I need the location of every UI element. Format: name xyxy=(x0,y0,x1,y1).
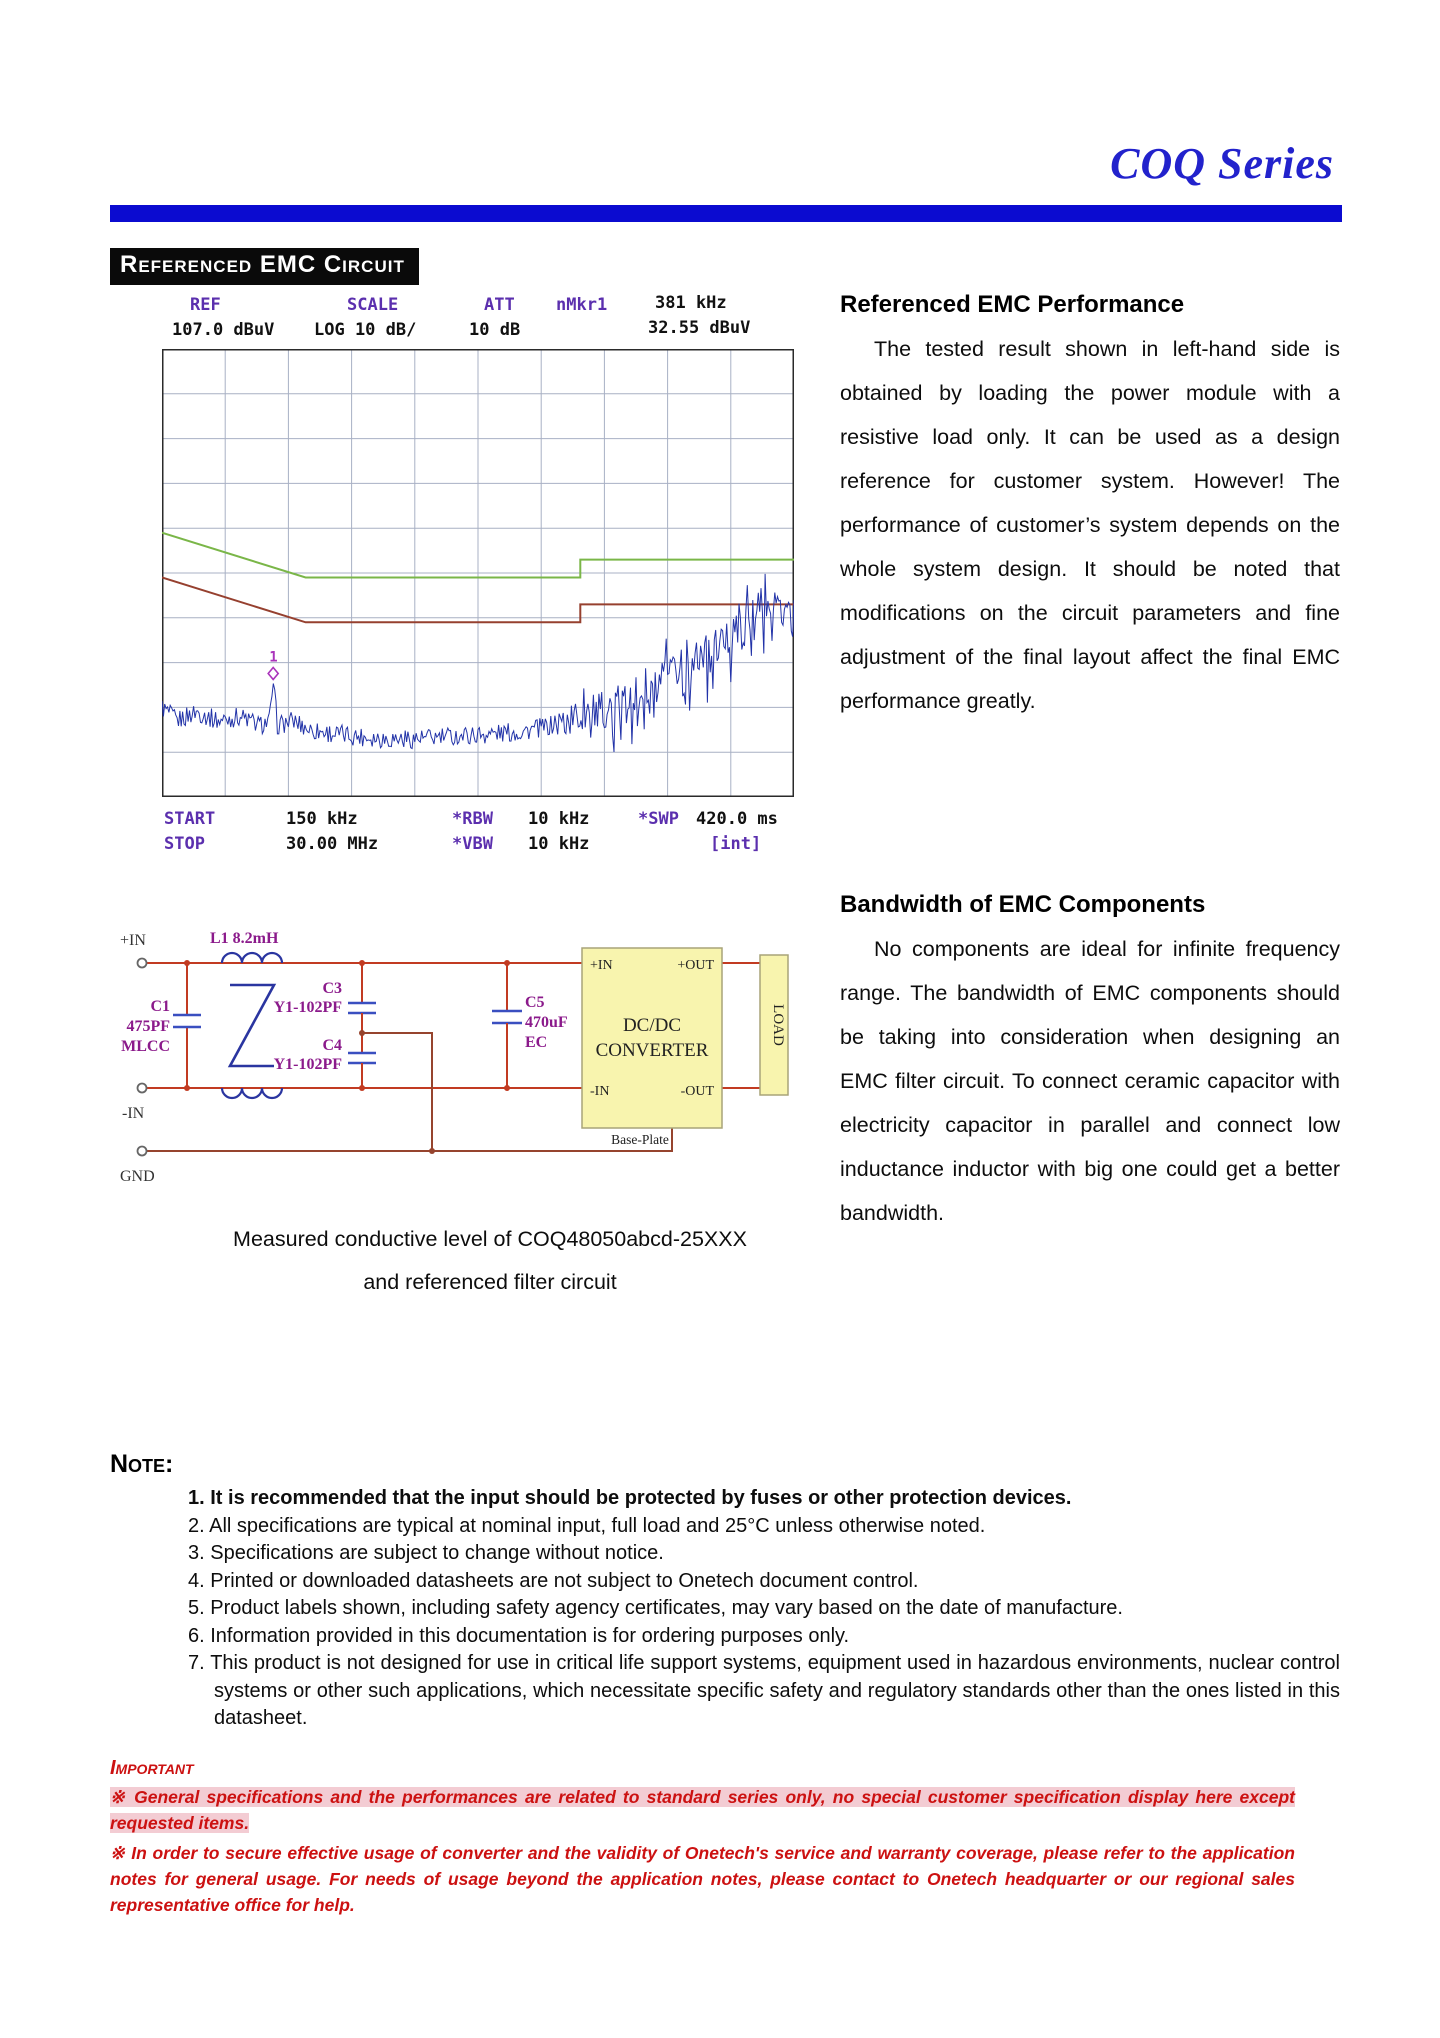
pin-label-out-neg: -OUT xyxy=(681,1084,715,1099)
emc-filter-schematic: +IN -IN GND L1 8.2mH C1 475PF MLCC C3 Y1… xyxy=(120,930,789,1185)
label-c1: C1 xyxy=(150,998,170,1015)
junction-dot xyxy=(359,960,365,966)
emc-performance-section: Referenced EMC Performance The tested re… xyxy=(840,291,1340,723)
chart-int-label: [int] xyxy=(710,834,762,854)
junction-dot xyxy=(429,1148,435,1154)
choke-core-symbol xyxy=(227,983,277,1068)
note-item-4: 4. Printed or downloaded datasheets are … xyxy=(188,1569,919,1592)
average-limit-trace xyxy=(162,576,794,624)
header-rule xyxy=(110,205,1342,222)
chart-ref-label: REF xyxy=(190,295,221,315)
terminal-gnd xyxy=(136,1145,148,1157)
junction-dot xyxy=(504,1085,510,1091)
label-c1-type: MLCC xyxy=(121,1038,170,1055)
note-item-1: 1. It is recommended that the input shou… xyxy=(188,1487,1072,1509)
note-title: Note: xyxy=(110,1450,174,1478)
junction-dot xyxy=(184,960,190,966)
important-title: Important xyxy=(110,1757,194,1779)
bandwidth-section: Bandwidth of EMC Components No component… xyxy=(840,891,1340,1235)
pin-label-in-pos: +IN xyxy=(590,958,613,973)
caption-line-1: Measured conductive level of COQ48050abc… xyxy=(233,1227,747,1251)
converter-label-1: DC/DC xyxy=(623,1015,681,1036)
label-minus-in: -IN xyxy=(122,1105,145,1122)
chart-start-value: 150 kHz xyxy=(286,809,358,829)
pin-label-out-pos: +OUT xyxy=(677,958,714,973)
marker-1-number: 1 xyxy=(269,650,277,666)
emc-chart: REF SCALE ATT nMkr1 381 kHz 107.0 dBuV L… xyxy=(150,293,812,871)
junction-dot xyxy=(359,1085,365,1091)
note-item-2: 2. All specifications are typical at nom… xyxy=(188,1514,986,1537)
label-c4: C4 xyxy=(322,1037,342,1054)
bandwidth-title: Bandwidth of EMC Components xyxy=(840,891,1206,918)
label-l1: L1 8.2mH xyxy=(210,930,279,947)
chart-marker-freq: 381 kHz xyxy=(655,293,727,313)
emc-spectrum-plot: 1 xyxy=(162,349,794,797)
chart-scale-label: SCALE xyxy=(347,295,399,315)
important-paragraph-2-text: ※ In order to secure effective usage of … xyxy=(110,1843,1295,1915)
circuit-caption: Measured conductive level of COQ48050abc… xyxy=(110,1218,870,1304)
dcdc-converter-box xyxy=(581,947,723,1129)
chart-rbw-label: *RBW xyxy=(452,809,493,829)
terminal-minus-in xyxy=(136,1082,148,1094)
note-section: Note: 1. It is recommended that the inpu… xyxy=(110,1450,1350,1733)
chart-rbw-value: 10 kHz xyxy=(528,809,590,829)
series-title: COQ Series xyxy=(1110,139,1334,188)
choke-bottom-winding xyxy=(220,1087,284,1100)
note-items: 1. It is recommended that the input shou… xyxy=(188,1485,1340,1733)
important-section: Important ※ General specifications and t… xyxy=(110,1757,1295,1920)
measured-emission-trace xyxy=(162,573,794,753)
chart-swp-label: *SWP xyxy=(638,809,679,829)
terminal-plus-in xyxy=(136,957,148,969)
chart-scale-value: LOG 10 dB/ xyxy=(314,320,417,340)
important-paragraph-1: ※ General specifications and the perform… xyxy=(110,1784,1295,1836)
chart-att-value: 10 dB xyxy=(469,320,521,340)
chart-vbw-label: *VBW xyxy=(452,834,493,854)
label-c4-val: Y1-102PF xyxy=(274,1056,343,1073)
bandwidth-body: No components are ideal for infinite fre… xyxy=(840,937,1340,1225)
load-label: LOAD xyxy=(770,1004,786,1046)
chart-marker-label: nMkr1 xyxy=(556,295,608,315)
note-item-5: 5. Product labels shown, including safet… xyxy=(188,1597,1123,1619)
junction-dot xyxy=(184,1085,190,1091)
chart-ref-value: 107.0 dBuV xyxy=(172,320,275,340)
chart-swp-value: 420.0 ms xyxy=(696,809,778,829)
note-item-3: 3. Specifications are subject to change … xyxy=(188,1542,664,1564)
plot-border xyxy=(162,349,794,797)
label-c3-val: Y1-102PF xyxy=(274,999,343,1016)
choke-top-winding xyxy=(220,951,284,964)
chart-start-label: START xyxy=(164,809,216,829)
emc-performance-body: The tested result shown in left-hand sid… xyxy=(840,337,1340,713)
label-c3: C3 xyxy=(322,980,342,997)
label-c5-val: 470uF xyxy=(525,1014,568,1031)
quasi-peak-limit-trace xyxy=(162,531,794,579)
emc-performance-title: Referenced EMC Performance xyxy=(840,291,1185,318)
chart-stop-label: STOP xyxy=(164,834,205,854)
label-gnd: GND xyxy=(120,1168,155,1185)
base-plate-label: Base-Plate xyxy=(611,1132,669,1147)
important-paragraph-1-text: ※ General specifications and the perform… xyxy=(110,1787,1295,1833)
load-box xyxy=(759,954,789,1096)
label-c5: C5 xyxy=(525,994,545,1011)
chart-vbw-value: 10 kHz xyxy=(528,834,590,854)
section-title: Referenced EMC Circuit xyxy=(110,248,419,285)
important-paragraph-2: ※ In order to secure effective usage of … xyxy=(110,1840,1295,1918)
ycap-to-ground-wire xyxy=(362,1032,433,1151)
caption-line-2: and referenced filter circuit xyxy=(363,1270,617,1294)
junction-dot xyxy=(359,1030,365,1036)
note-item-6: 6. Information provided in this document… xyxy=(188,1624,850,1647)
chart-marker-level: 32.55 dBuV xyxy=(648,318,751,338)
pin-label-in-neg: -IN xyxy=(590,1084,609,1099)
junction-dot xyxy=(504,960,510,966)
label-c5-type: EC xyxy=(525,1034,547,1051)
note-item-7: 7. This product is not designed for use … xyxy=(188,1652,1340,1729)
converter-label-2: CONVERTER xyxy=(596,1040,709,1061)
ground-rail-wire xyxy=(142,1128,673,1152)
label-plus-in: +IN xyxy=(120,932,146,949)
chart-stop-value: 30.00 MHz xyxy=(286,834,379,854)
marker-1-diamond xyxy=(267,666,280,681)
chart-att-label: ATT xyxy=(484,295,515,315)
label-c1-val: 475PF xyxy=(126,1018,170,1035)
